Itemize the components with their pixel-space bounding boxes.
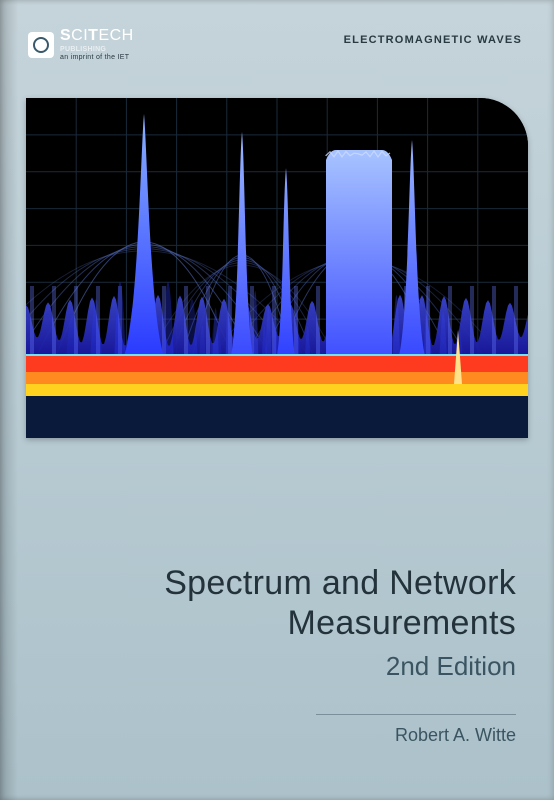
book-title: Spectrum and Network Measurements	[40, 563, 516, 643]
title-block: Spectrum and Network Measurements 2nd Ed…	[0, 563, 516, 682]
spectrum-illustration	[26, 98, 528, 438]
author-block: Robert A. Witte	[316, 714, 516, 746]
book-author: Robert A. Witte	[316, 725, 516, 746]
book-cover: SCITECH PUBLISHING an imprint of the IET…	[0, 0, 554, 800]
publisher-tagline: an imprint of the IET	[60, 54, 134, 61]
publisher-text: SCITECH PUBLISHING an imprint of the IET	[60, 28, 134, 61]
author-rule	[316, 714, 516, 715]
series-label: ELECTROMAGNETIC WAVES	[344, 28, 522, 46]
publisher-name: SCITECH	[60, 28, 134, 44]
publisher-block: SCITECH PUBLISHING an imprint of the IET	[28, 28, 134, 61]
title-line-1: Spectrum and Network	[164, 564, 516, 602]
publisher-logo-icon	[28, 32, 54, 58]
publisher-subline: PUBLISHING	[60, 46, 134, 53]
spectrum-svg	[26, 98, 528, 438]
book-edition: 2nd Edition	[40, 651, 516, 682]
cover-header: SCITECH PUBLISHING an imprint of the IET…	[0, 28, 554, 61]
title-line-2: Measurements	[288, 604, 516, 642]
